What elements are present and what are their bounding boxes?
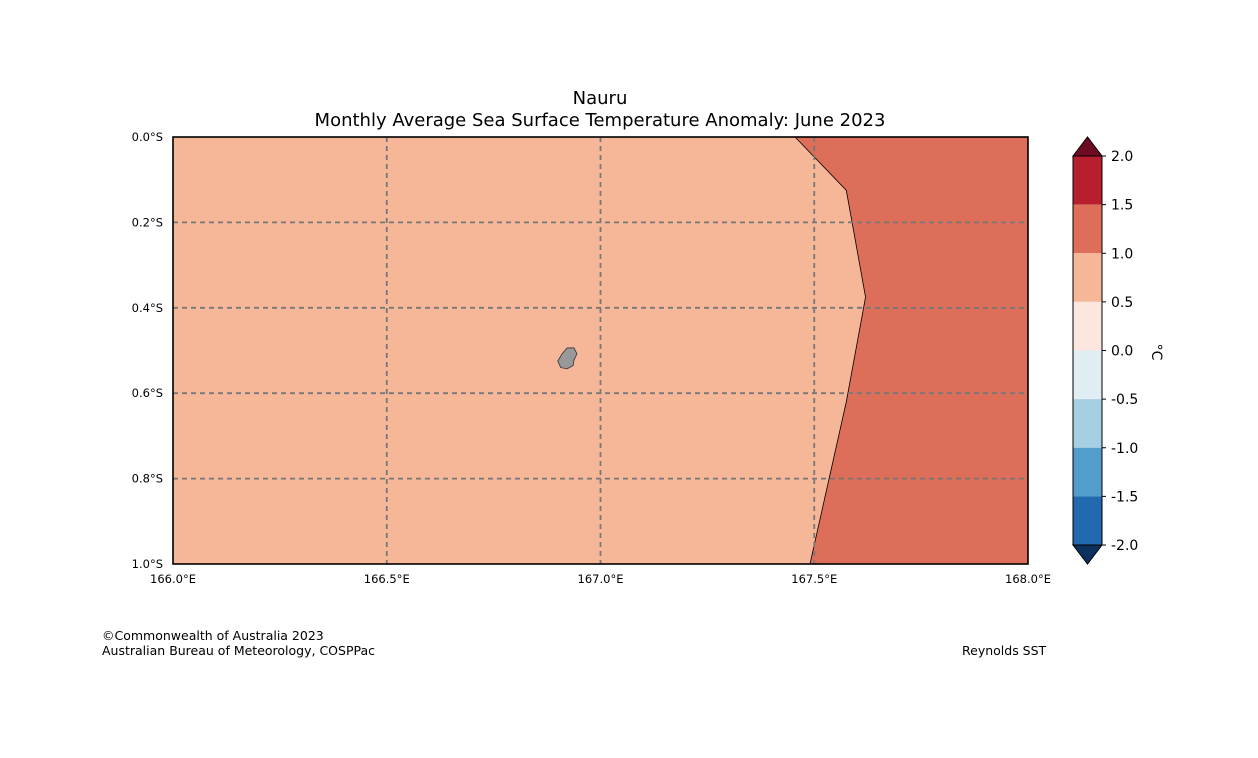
colorbar-tick-label: -2.0 [1111,538,1138,554]
latitude-tick-label: 0.8°S [132,472,163,486]
island-nauru [557,347,578,370]
colorbar-tick-labels: 2.0 1.5 1.0 0.5 0.0 -0.5 -1.0 -1.5 -2.0 [1102,149,1138,554]
colorbar-bin [1073,301,1102,351]
longitude-tick-label: 167.0°E [578,572,624,586]
colorbar [1071,136,1104,565]
colorbar-bin [1073,447,1102,497]
graticule [173,137,1028,564]
colorbar-bin [1073,253,1102,302]
longitude-tick-label: 168.0°E [1005,572,1051,586]
latitude-tick-label: 1.0°S [132,557,163,571]
latitude-tick-label: 0.4°S [132,301,163,315]
colorbar-bin [1073,156,1102,205]
colorbar-tick-label: 2.0 [1111,149,1133,165]
longitude-tick-label: 166.5°E [364,572,410,586]
latitude-tick-label: 0.0°S [132,130,163,144]
longitude-tick-label: 166.0°E [150,572,196,586]
latitude-axis: 0.0°S 0.2°S 0.4°S 0.6°S 0.8°S 1.0°S [132,130,163,571]
colorbar-tick-label: -1.5 [1111,489,1138,505]
data-source: Reynolds SST [962,643,1047,658]
colorbar-under-extension [1071,544,1104,565]
colorbar-bin [1073,204,1102,254]
copyright-line: ©Commonwealth of Australia 2023 [102,628,324,643]
longitude-tick-label: 167.5°E [791,572,837,586]
colorbar-bin [1073,399,1102,448]
colorbar-bin [1073,350,1102,400]
colorbar-tick-label: -0.5 [1111,392,1138,408]
latitude-tick-label: 0.6°S [132,386,163,400]
map-subtitle: Monthly Average Sea Surface Temperature … [314,110,886,131]
colorbar-tick-label: 0.5 [1111,295,1133,311]
latitude-tick-label: 0.2°S [132,215,163,229]
map-title: Nauru [572,88,628,109]
map-frame [172,136,1029,565]
longitude-axis: 166.0°E 166.5°E 167.0°E 167.5°E 168.0°E [150,572,1051,586]
colorbar-over-extension [1071,136,1104,157]
agency-line: Australian Bureau of Meteorology, COSPPa… [102,643,375,658]
colorbar-tick-label: 0.0 [1111,344,1133,360]
colorbar-bin [1073,496,1102,545]
colorbar-tick-label: 1.5 [1111,198,1133,214]
colorbar-tick-label: 1.0 [1111,246,1133,262]
copyright-credit: ©Commonwealth of Australia 2023 Australi… [102,628,375,658]
colorbar-tick-label: -1.0 [1111,441,1138,457]
colorbar-unit-label: °C [1148,344,1164,361]
